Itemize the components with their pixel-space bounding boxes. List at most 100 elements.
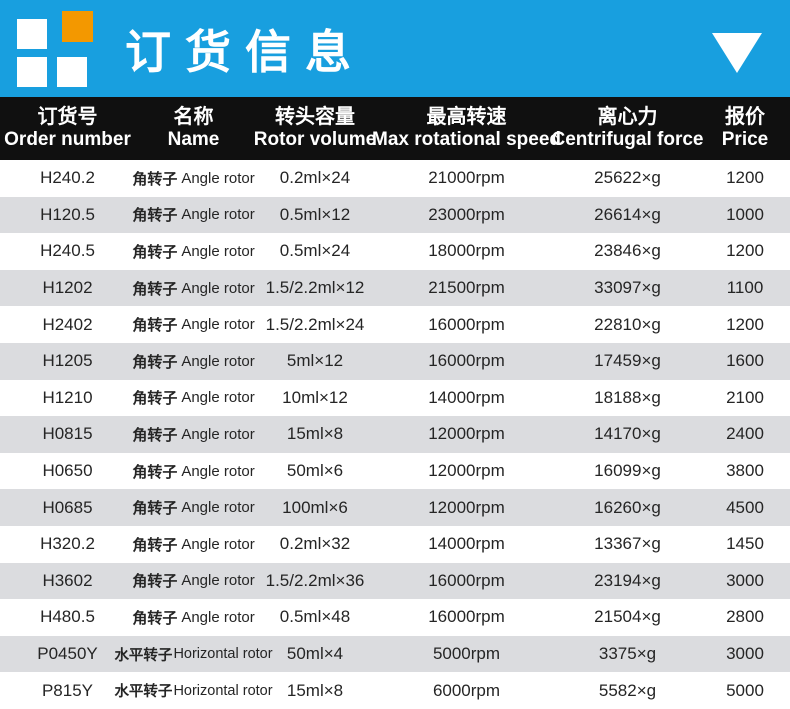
price-cell: 1450: [726, 534, 764, 554]
header-order-number-en: Order number: [4, 129, 131, 151]
price-cell: 1200: [726, 168, 764, 188]
name-english: Angle rotor: [181, 572, 255, 590]
name-english: Angle rotor: [181, 352, 255, 370]
centrifugal-force-cell: 17459×g: [594, 351, 661, 371]
centrifugal-force-cell: 25622×g: [594, 168, 661, 188]
name-english: Angle rotor: [181, 389, 255, 407]
brand-logo: [0, 0, 110, 97]
name-english: Angle rotor: [181, 425, 255, 443]
rotor-volume-cell: 1.5/2.2ml×12: [265, 278, 365, 298]
name-cell: 角转子 Angle rotor: [132, 314, 255, 335]
name-chinese: 角转子: [132, 390, 178, 408]
name-cell: 角转子 Angle rotor: [132, 387, 255, 408]
table-row: H0685 角转子 Angle rotor 100ml×6 12000rpm 1…: [0, 489, 790, 526]
header-name-en: Name: [167, 129, 220, 151]
rotor-volume-cell: 0.5ml×48: [279, 607, 351, 627]
name-chinese: 角转子: [132, 500, 178, 518]
name-cell: 角转子 Angle rotor: [132, 204, 254, 225]
order-number-cell: H240.5: [40, 241, 95, 261]
name-chinese: 角转子: [132, 609, 178, 627]
table-row: H3602 角转子 Angle rotor 1.5/2.2ml×36 16000…: [0, 562, 790, 600]
order-number-cell: H0685: [42, 497, 93, 517]
logo-square-top-left: [17, 19, 47, 49]
order-number-cell: H0650: [42, 461, 93, 481]
table-row: P0450Y 水平转子 Horizontal rotor 50ml×4 5000…: [0, 635, 790, 673]
rotor-volume-cell: 0.5ml×12: [279, 204, 351, 224]
header-name: 名称 Name: [135, 106, 252, 151]
table-row: P815Y 水平转子 Horizontal rotor 15ml×8 6000r…: [0, 672, 790, 709]
name-cell: 角转子 Angle rotor: [132, 461, 255, 482]
centrifugal-force-cell: 18188×g: [594, 387, 661, 407]
centrifugal-force-cell: 3375×g: [598, 644, 657, 664]
table-row: H2402 角转子 Angle rotor 1.5/2.2ml×24 16000…: [0, 306, 790, 343]
price-cell: 1000: [726, 204, 764, 224]
header-price-en: Price: [721, 129, 769, 151]
rotor-volume-cell: 1.5/2.2ml×24: [265, 314, 365, 334]
price-cell: 4500: [726, 497, 764, 517]
price-cell: 3800: [726, 461, 764, 481]
header-max-speed: 最高转速 Max rotational speed: [372, 106, 561, 151]
max-speed-cell: 14000rpm: [428, 534, 505, 554]
header-name-cn: 名称: [173, 106, 214, 129]
title-banner: 订货信息: [0, 0, 790, 97]
header-centrifugal-force: 离心力 Centrifugal force: [551, 106, 703, 151]
header-price: 报价 Price: [700, 106, 790, 151]
name-english: Angle rotor: [181, 499, 255, 517]
centrifugal-force-cell: 21504×g: [594, 607, 661, 627]
header-max-speed-cn: 最高转速: [426, 106, 507, 129]
max-speed-cell: 12000rpm: [428, 461, 505, 481]
max-speed-cell: 14000rpm: [428, 387, 505, 407]
price-cell: 1200: [726, 241, 764, 261]
name-cell: 角转子 Angle rotor: [132, 607, 254, 628]
name-english: Angle rotor: [181, 169, 255, 187]
name-chinese: 角转子: [132, 573, 178, 591]
max-speed-cell: 16000rpm: [428, 351, 505, 371]
max-speed-cell: 21500rpm: [428, 278, 505, 298]
name-chinese: 水平转子: [114, 684, 173, 701]
name-chinese: 角转子: [132, 536, 178, 554]
price-cell: 2800: [726, 607, 764, 627]
header-rotor-volume-cn: 转头容量: [275, 106, 355, 129]
name-english: Angle rotor: [181, 462, 255, 480]
table-row: H1210 角转子 Angle rotor 10ml×12 14000rpm 1…: [0, 380, 790, 417]
name-english: Angle rotor: [181, 316, 255, 334]
price-cell: 5000: [726, 680, 764, 700]
order-number-cell: H320.2: [40, 534, 95, 554]
header-price-cn: 报价: [725, 106, 765, 129]
price-cell: 3000: [726, 644, 764, 664]
centrifugal-force-cell: 26614×g: [594, 204, 661, 224]
name-cell: 角转子 Angle rotor: [132, 534, 254, 555]
rotor-volume-cell: 50ml×6: [286, 461, 344, 481]
rotor-volume-cell: 15ml×8: [286, 680, 344, 700]
name-english: Horizontal rotor: [173, 682, 273, 699]
name-cell: 角转子 Angle rotor: [132, 570, 255, 591]
order-number-cell: H480.5: [40, 607, 95, 627]
centrifugal-force-cell: 16099×g: [594, 461, 661, 481]
header-order-number: 订货号 Order number: [0, 106, 135, 151]
table-row: H0815 角转子 Angle rotor 15ml×8 12000rpm 14…: [0, 416, 790, 453]
table-row: H480.5 角转子 Angle rotor 0.5ml×48 16000rpm…: [0, 599, 790, 636]
table-row: H120.5 角转子 Angle rotor 0.5ml×12 23000rpm…: [0, 196, 790, 234]
max-speed-cell: 21000rpm: [428, 168, 505, 188]
table-row: H1202 角转子 Angle rotor 1.5/2.2ml×12 21500…: [0, 269, 790, 307]
centrifugal-force-cell: 23194×g: [594, 570, 661, 590]
table-row: H240.5 角转子 Angle rotor 0.5ml×24 18000rpm…: [0, 233, 790, 270]
max-speed-cell: 16000rpm: [428, 607, 505, 627]
header-max-speed-en: Max rotational speed: [372, 129, 561, 151]
order-number-cell: H3602: [42, 570, 93, 590]
name-cell: 角转子 Angle rotor: [132, 241, 254, 262]
centrifugal-force-cell: 22810×g: [594, 314, 661, 334]
rotor-volume-cell: 5ml×12: [286, 351, 344, 371]
name-chinese: 角转子: [132, 426, 178, 444]
order-number-cell: H120.5: [40, 204, 95, 224]
name-chinese: 角转子: [132, 170, 178, 188]
rotor-volume-cell: 0.2ml×24: [279, 168, 351, 188]
name-chinese: 角转子: [132, 353, 178, 371]
centrifugal-force-cell: 16260×g: [594, 497, 661, 517]
price-cell: 3000: [726, 570, 764, 590]
rotor-volume-cell: 15ml×8: [286, 424, 344, 444]
name-cell: 水平转子 Horizontal rotor: [114, 644, 272, 665]
table-row: H240.2 角转子 Angle rotor 0.2ml×24 21000rpm…: [0, 160, 790, 197]
name-cell: 角转子 Angle rotor: [132, 351, 255, 372]
name-cell: 角转子 Angle rotor: [132, 278, 254, 299]
